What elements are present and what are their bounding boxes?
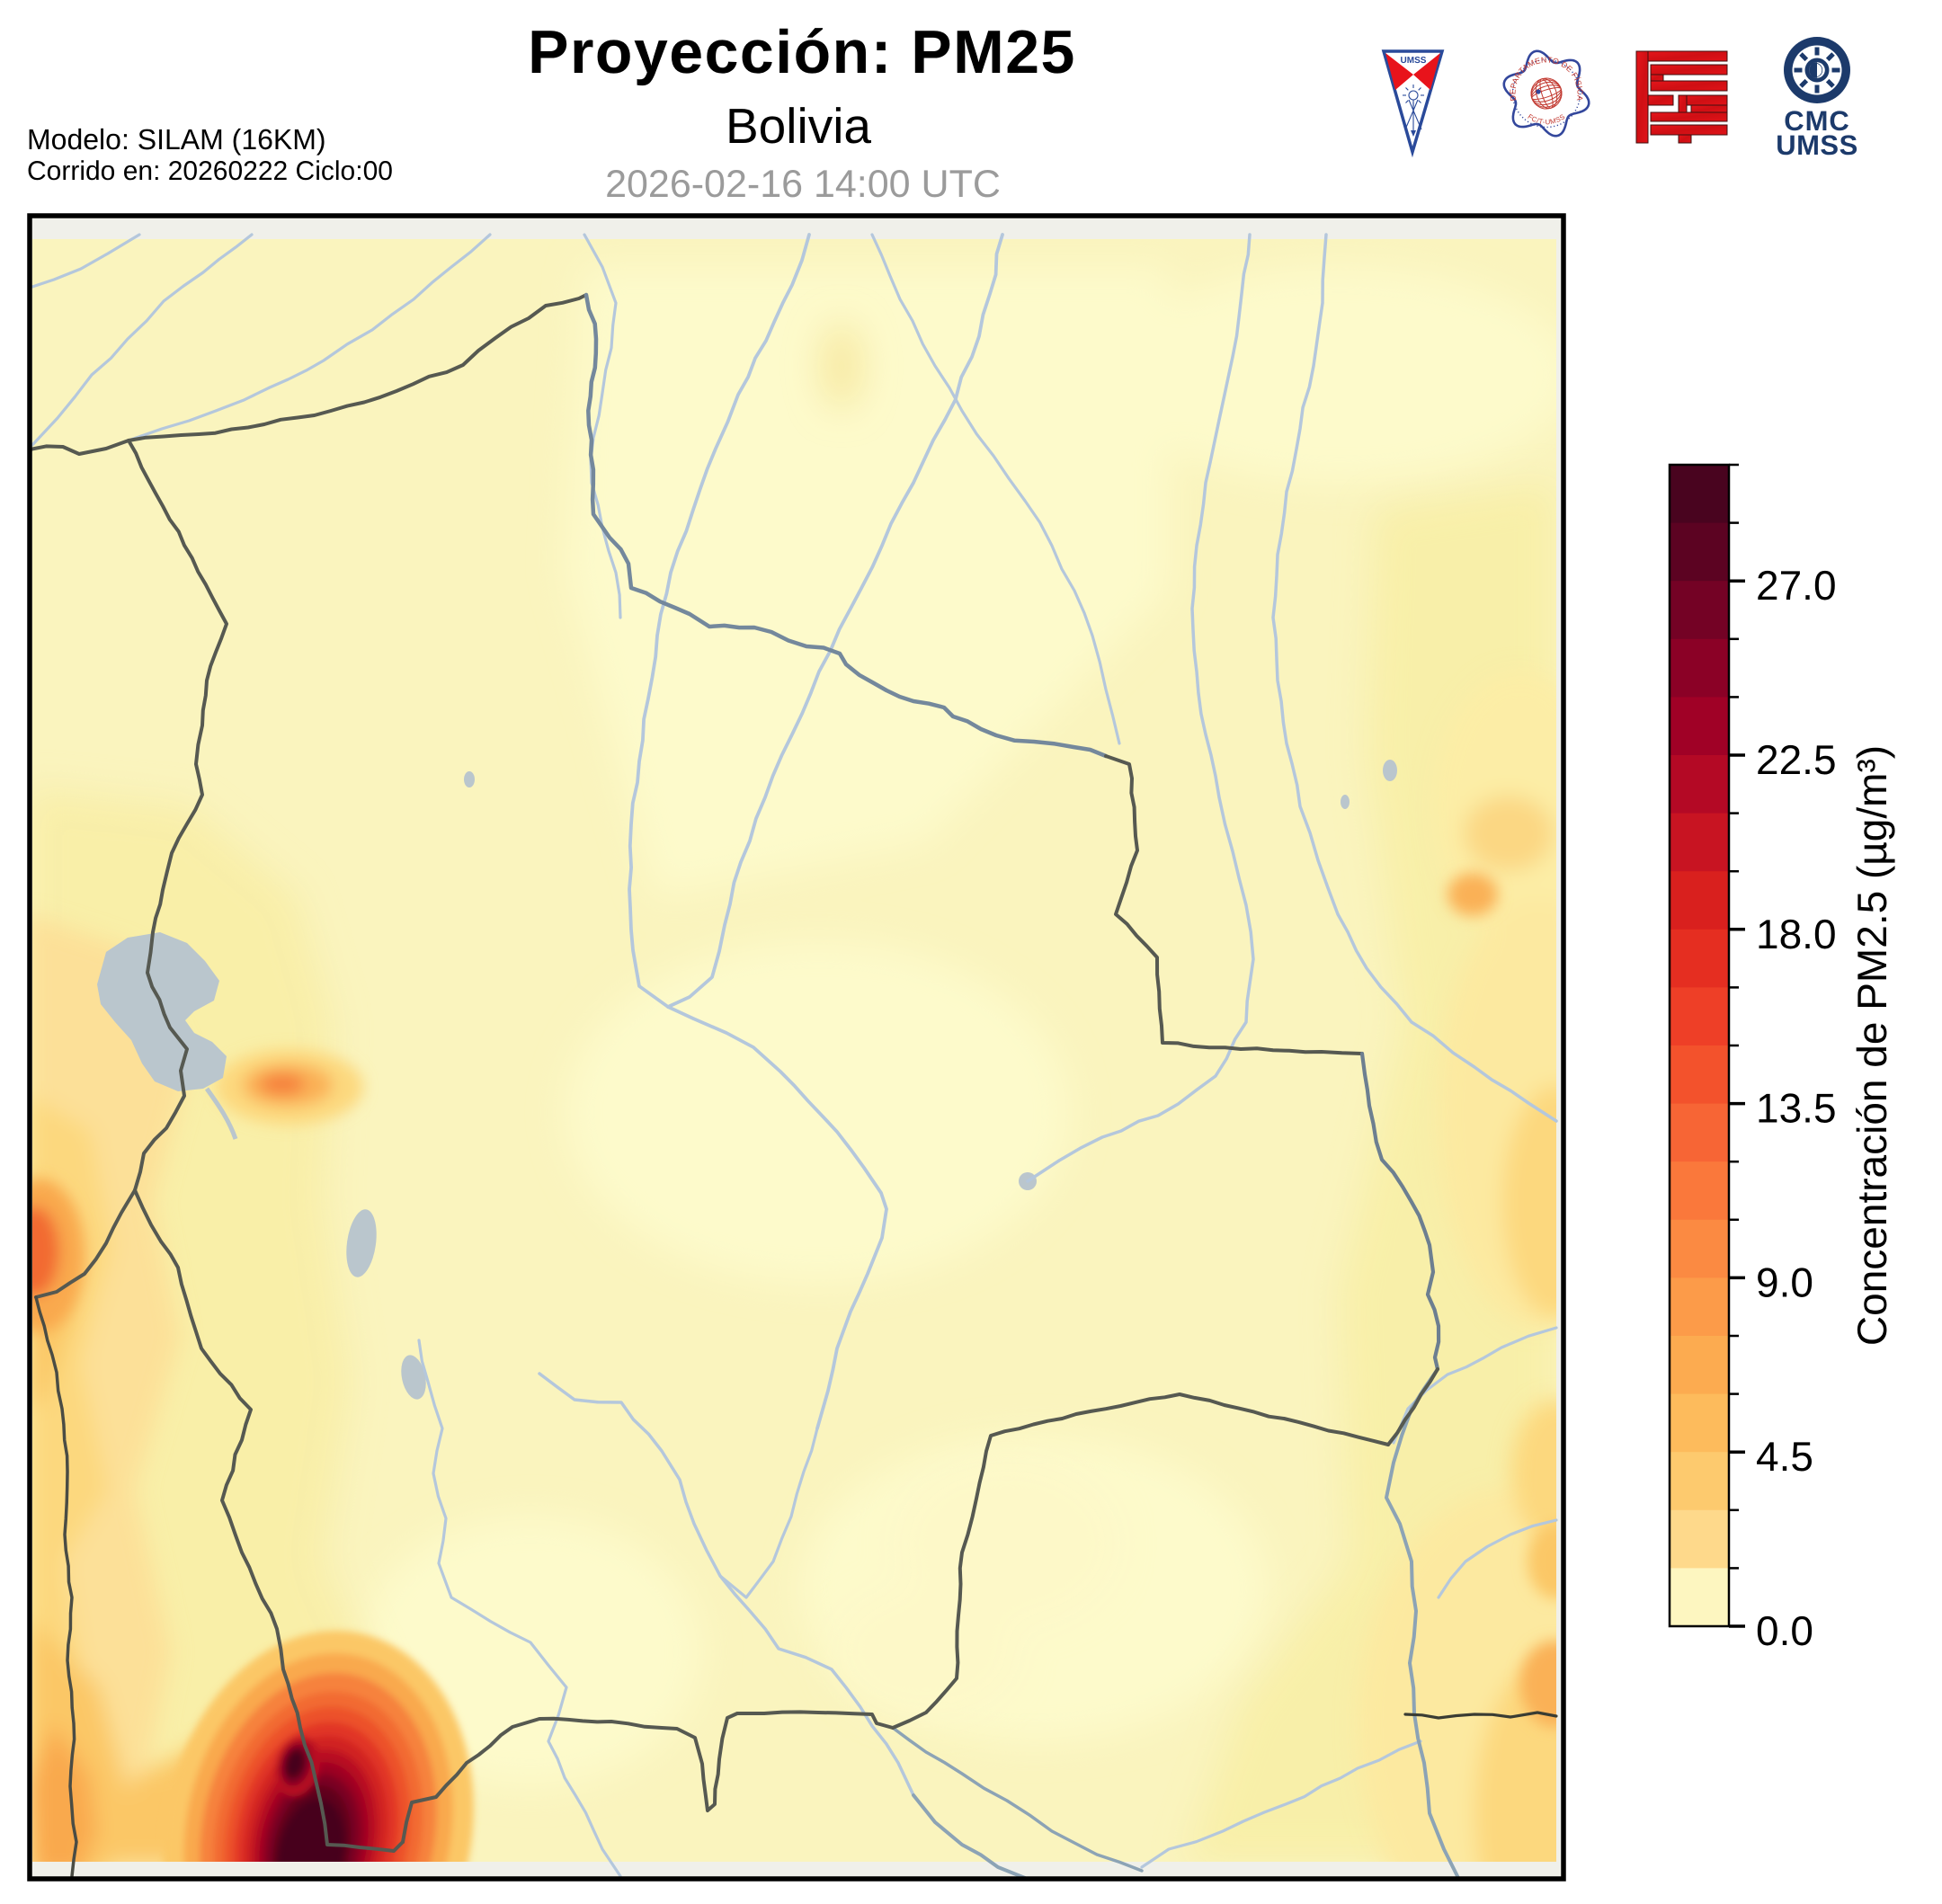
svg-text:CMC: CMC — [1784, 105, 1850, 137]
svg-text:Proyección: PM25: Proyección: PM25 — [528, 18, 1076, 86]
svg-text:9.0: 9.0 — [1756, 1259, 1813, 1305]
svg-text:18.0: 18.0 — [1756, 911, 1837, 957]
svg-text:4.5: 4.5 — [1756, 1433, 1813, 1480]
svg-text:2026-02-16 14:00 UTC: 2026-02-16 14:00 UTC — [605, 163, 1001, 206]
svg-text:Bolivia: Bolivia — [726, 98, 871, 154]
svg-text:27.0: 27.0 — [1756, 562, 1837, 609]
svg-text:22.5: 22.5 — [1756, 736, 1837, 783]
svg-text:Modelo: SILAM (16KM): Modelo: SILAM (16KM) — [27, 123, 326, 156]
svg-text:Corrido en: 20260222 Ciclo:00: Corrido en: 20260222 Ciclo:00 — [27, 156, 393, 186]
svg-text:UMSS: UMSS — [1776, 129, 1858, 161]
svg-text:Concentración de PM2.5 (µg/m³): Concentración de PM2.5 (µg/m³) — [1848, 745, 1895, 1346]
svg-text:UMSS: UMSS — [1401, 56, 1427, 66]
svg-text:13.5: 13.5 — [1756, 1085, 1837, 1132]
svg-text:0.0: 0.0 — [1756, 1607, 1813, 1654]
